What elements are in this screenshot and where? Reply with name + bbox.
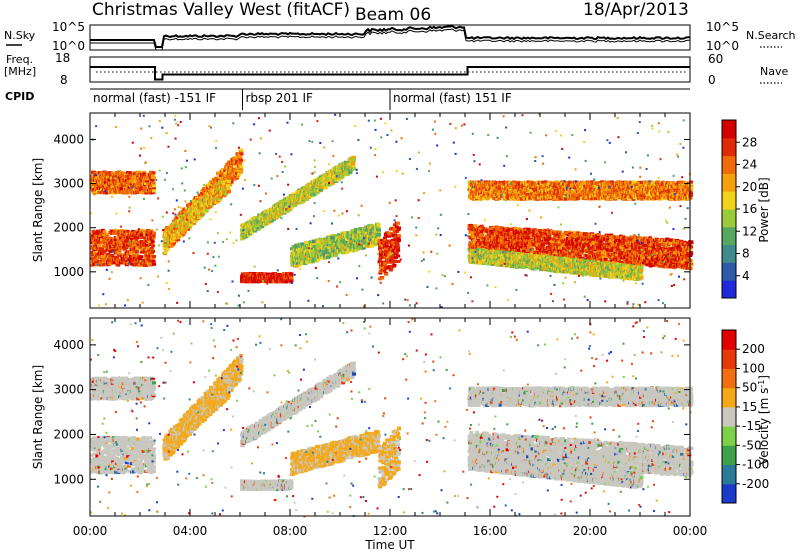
freq-left-tick-bottom: 8: [60, 73, 68, 87]
cpid-panel: normal (fast) -151 IF rbsp 201 IF normal (…: [90, 89, 690, 110]
data-cell: [152, 260, 156, 263]
data-cell: [151, 250, 155, 253]
cpid-segment-label: normal (fast) 151 IF: [393, 91, 512, 105]
data-cell: [151, 244, 155, 247]
nave-label: Nave: [760, 65, 788, 78]
data-cell: [151, 240, 155, 243]
data-cell: [152, 182, 156, 185]
cpid-label: CPID: [5, 90, 34, 103]
data-cell: [103, 230, 107, 233]
cpid-segment-label: rbsp 201 IF: [246, 91, 313, 105]
noise-right-tick-bottom: 10^0: [706, 39, 739, 53]
data-cell: [164, 250, 168, 253]
radar-figure: Christmas Valley West (fitACF) Beam 06 1…: [0, 0, 800, 554]
nsky-label: N.Sky: [4, 29, 36, 42]
data-cell: [152, 189, 156, 192]
data-cell: [152, 185, 156, 188]
data-cell: [118, 249, 122, 252]
data-cell: [152, 171, 156, 174]
chart-title: Christmas Valley West (fitACF): [92, 0, 350, 20]
freq-label-2: [MHz]: [4, 65, 36, 78]
data-cell: [97, 244, 101, 247]
nsearch-label: N.Search: [746, 29, 796, 42]
date-label: 18/Apr/2013: [583, 0, 689, 20]
cpid-segment-label: normal (fast) -151 IF: [93, 91, 216, 105]
data-cell: [152, 176, 156, 179]
nsky-series-line: [90, 26, 690, 47]
beam-label: Beam 06: [355, 5, 431, 25]
data-cell: [152, 234, 156, 237]
power-scatter: [90, 113, 694, 308]
data-cell: [139, 255, 143, 258]
frequency-series-line: [90, 67, 690, 80]
noise-left-tick-top: 10^5: [52, 20, 85, 34]
noise-right-tick-top: 10^5: [706, 20, 739, 34]
data-cell: [152, 255, 156, 258]
data-cell: [152, 263, 156, 266]
freq-left-tick-top: 18: [55, 51, 70, 65]
nsearch-series-line: [90, 29, 690, 50]
nave-right-tick-top: 60: [708, 52, 723, 66]
nave-right-tick-bottom: 0: [708, 73, 716, 87]
noise-panel: 10^5 10^0 10^5 10^0: [52, 20, 739, 53]
data-cell: [152, 232, 156, 235]
frequency-panel: 18 8 60 0: [55, 51, 723, 87]
